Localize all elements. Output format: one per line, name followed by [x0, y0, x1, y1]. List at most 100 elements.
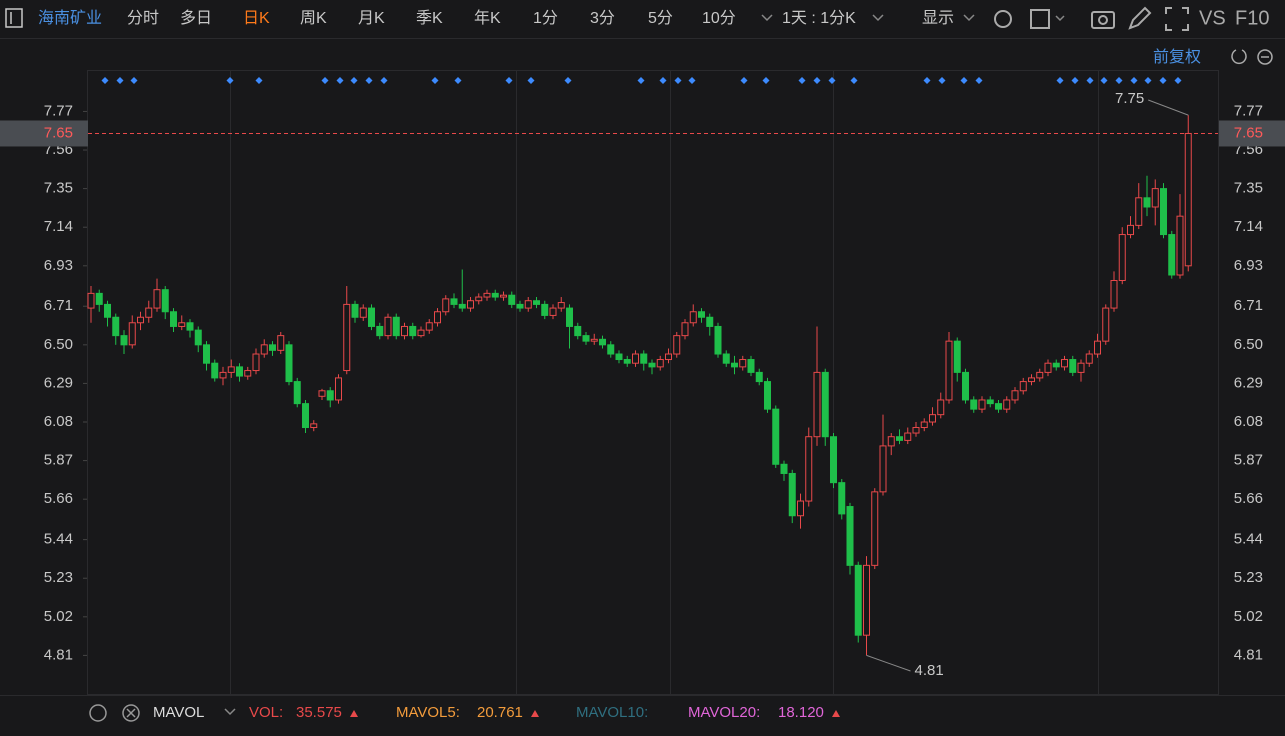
event-marker	[637, 77, 645, 84]
tab[interactable]: 季K	[416, 9, 443, 27]
candle-body	[1176, 215, 1184, 276]
candle-body	[731, 362, 738, 368]
y-tick-label: 5.66	[1234, 490, 1263, 507]
chevron	[1055, 15, 1065, 22]
minus-icon[interactable]	[1257, 49, 1273, 65]
candle-body	[854, 564, 862, 636]
y-tick-label: 6.50	[44, 336, 73, 353]
y-tick-label: 5.23	[1234, 569, 1263, 586]
y-tick-label: 5.66	[44, 490, 73, 507]
tab[interactable]: 多日	[180, 9, 212, 27]
box-icon[interactable]	[1030, 9, 1050, 29]
event-marker	[762, 77, 770, 84]
tab[interactable]: 日K	[243, 10, 270, 27]
vs-button[interactable]: VS	[1199, 7, 1226, 29]
candle-body	[557, 302, 565, 309]
y-tick-label: 5.44	[1234, 531, 1263, 548]
event-marker	[938, 77, 946, 84]
reset-icon[interactable]	[1231, 49, 1247, 65]
event-marker	[659, 77, 667, 84]
event-marker	[1086, 77, 1094, 84]
candle-body	[871, 491, 879, 566]
price-tag-label: 7.65	[1234, 124, 1263, 141]
candle-body	[648, 362, 656, 368]
candle-body	[1003, 399, 1011, 410]
display-menu[interactable]: 显示	[922, 10, 954, 27]
f10-button[interactable]: F10	[1235, 7, 1269, 29]
annotation-line	[866, 654, 911, 672]
edit-icon[interactable]	[1128, 6, 1152, 30]
event-marker	[454, 77, 462, 84]
tab[interactable]: 5分	[648, 9, 673, 27]
period-select[interactable]: 1天 : 1分K	[782, 9, 856, 27]
tab[interactable]: 年K	[474, 9, 501, 27]
price-tag	[1219, 120, 1285, 147]
candle-body	[1168, 234, 1176, 276]
event-marker	[798, 77, 806, 84]
y-tick-label: 6.50	[1234, 336, 1263, 353]
event-marker	[116, 77, 124, 84]
candle-body	[475, 296, 483, 302]
candle-body	[170, 311, 177, 327]
max-label: 7.75	[1115, 90, 1144, 107]
tab[interactable]: 1分	[533, 9, 558, 27]
settings-icon[interactable]	[994, 10, 1012, 28]
candle-body	[533, 300, 540, 305]
candle-body	[813, 371, 821, 438]
menu-icon[interactable]	[5, 8, 23, 28]
event-marker	[130, 77, 138, 84]
tab[interactable]: 10分	[702, 9, 736, 27]
tab[interactable]: 月K	[358, 10, 385, 27]
candle-body	[1077, 362, 1085, 373]
candle-body	[1011, 390, 1019, 401]
event-marker	[380, 77, 388, 84]
candle-body	[409, 325, 417, 337]
event-marker	[688, 77, 696, 84]
candle-body	[1069, 359, 1077, 373]
annotation-line	[1148, 99, 1189, 116]
candle-body	[236, 366, 243, 377]
tab[interactable]: 3分	[590, 9, 615, 27]
close-icon[interactable]	[122, 704, 140, 722]
indicator-name[interactable]: MAVOL	[153, 704, 204, 721]
candle-body	[788, 472, 796, 517]
stock-name[interactable]: 海南矿业	[38, 9, 102, 27]
adjust-mode[interactable]: 前复权	[1153, 48, 1201, 66]
candle-body	[632, 353, 639, 364]
candle-body	[590, 338, 598, 342]
settings-icon[interactable]	[89, 704, 107, 722]
event-marker	[255, 77, 263, 84]
candle-body	[772, 408, 780, 465]
candle-body	[863, 564, 870, 636]
candle-body	[953, 340, 961, 373]
candle-body	[516, 303, 524, 309]
mavol20-value: 18.120	[778, 704, 824, 721]
vol-value: 35.575	[296, 704, 342, 721]
fullscreen-icon[interactable]	[1165, 7, 1189, 31]
mavol5-value: 20.761	[477, 704, 523, 721]
candle-body	[252, 353, 260, 372]
candle-body	[755, 371, 763, 383]
event-marker	[975, 77, 983, 84]
event-marker	[101, 77, 109, 84]
tab[interactable]: 周K	[300, 10, 327, 27]
y-tick-label: 6.93	[1234, 257, 1263, 274]
up-arrow	[350, 710, 358, 717]
candle-body	[161, 289, 169, 313]
candle-body	[1028, 377, 1035, 383]
y-tick-label: 7.14	[1234, 218, 1263, 235]
tab[interactable]: 分时	[127, 9, 159, 27]
event-marker	[960, 77, 968, 84]
event-marker	[674, 77, 682, 84]
candle-body	[830, 436, 837, 484]
candle-body	[1019, 381, 1027, 392]
candle-body	[599, 338, 606, 346]
candle-body	[1151, 188, 1159, 208]
y-tick-label: 5.23	[44, 569, 73, 586]
candle-body	[656, 359, 664, 368]
candle-body	[541, 303, 549, 316]
candle-body	[450, 298, 458, 305]
camera-icon[interactable]	[1091, 11, 1115, 29]
